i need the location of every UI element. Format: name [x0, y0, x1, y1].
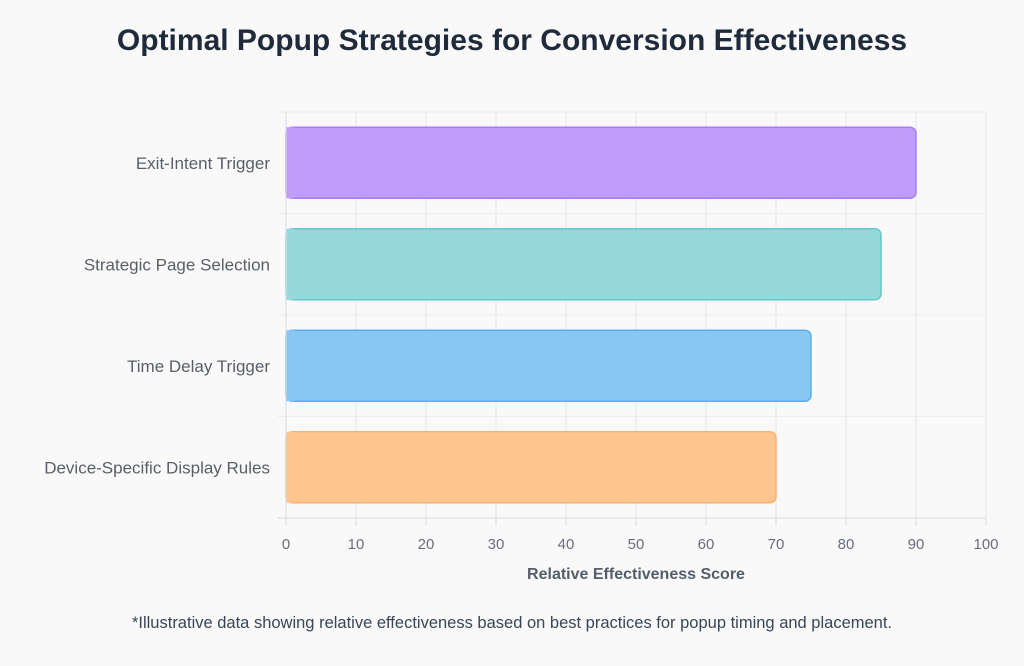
bar	[285, 430, 777, 504]
x-tick-label: 60	[698, 536, 715, 553]
y-category-label: Exit-Intent Trigger	[136, 154, 271, 173]
category-labels: Exit-Intent Trigger Strategic Page Select…	[44, 154, 270, 478]
bar	[285, 126, 917, 200]
footnote: *Illustrative data showing relative effe…	[131, 614, 893, 632]
tick-labels: 0 10 20 30 40 50 60 70 80 90 100	[282, 536, 999, 553]
bars	[285, 126, 917, 504]
chart-title: Optimal Popup Strategies for Conversion …	[116, 24, 908, 57]
y-category-label: Time Delay Trigger	[127, 357, 270, 376]
axes	[285, 112, 987, 526]
x-tick-label: 30	[488, 536, 505, 553]
bar	[285, 329, 812, 403]
bar	[285, 227, 882, 301]
x-tick-label: 10	[348, 536, 365, 553]
x-tick-label: 80	[838, 536, 855, 553]
x-tick-label: 90	[908, 536, 925, 553]
x-tick-label: 40	[558, 536, 575, 553]
bar-base	[286, 228, 294, 300]
x-tick-label: 0	[282, 536, 290, 553]
x-tick-label: 100	[973, 536, 998, 553]
bar-base	[286, 127, 294, 199]
y-category-label: Device-Specific Display Rules	[44, 458, 270, 477]
x-tick-label: 50	[628, 536, 645, 553]
bar-base	[286, 431, 294, 503]
bar-base	[286, 330, 294, 402]
x-tick-label: 70	[768, 536, 785, 553]
y-category-label: Strategic Page Selection	[84, 255, 270, 274]
x-tick-label: 20	[418, 536, 435, 553]
x-axis-title: Relative Effectiveness Score	[527, 566, 745, 583]
